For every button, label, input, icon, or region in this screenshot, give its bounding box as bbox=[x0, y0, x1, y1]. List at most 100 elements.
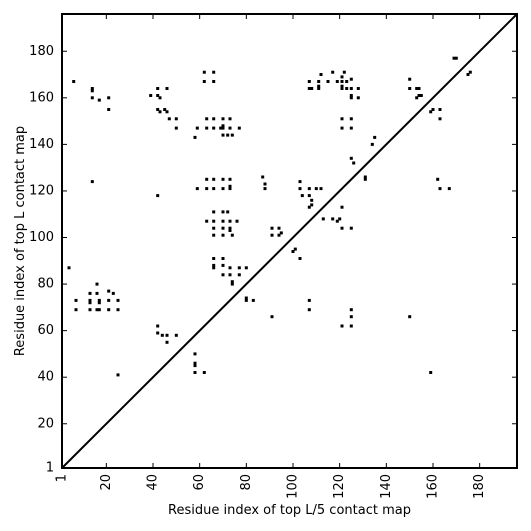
y-axis-title: Residue index of top L contact map bbox=[13, 126, 28, 356]
contact-point bbox=[95, 282, 99, 286]
contact-point bbox=[212, 263, 216, 267]
contact-point bbox=[107, 308, 111, 312]
contact-point bbox=[97, 298, 101, 302]
contact-point bbox=[212, 233, 216, 237]
contact-point bbox=[277, 233, 281, 237]
contact-point bbox=[270, 233, 274, 237]
contact-point bbox=[298, 187, 302, 191]
x-axis: 1 20 40 60 80 100 120 140 160 180 bbox=[55, 14, 487, 499]
contact-point bbox=[221, 177, 225, 181]
contact-point bbox=[156, 331, 160, 335]
contact-point bbox=[419, 94, 423, 97]
contact-point bbox=[165, 110, 169, 114]
contact-point bbox=[291, 250, 295, 253]
contact-point bbox=[195, 126, 199, 130]
contact-point bbox=[212, 266, 216, 270]
contact-point bbox=[319, 187, 323, 191]
contact-point bbox=[165, 87, 169, 90]
contact-point bbox=[468, 70, 472, 74]
contact-point bbox=[277, 226, 281, 230]
contact-point bbox=[193, 371, 197, 374]
contact-point bbox=[363, 175, 367, 179]
y-tick-label: 160 bbox=[29, 90, 54, 105]
contact-point bbox=[221, 133, 225, 137]
contact-point bbox=[212, 177, 216, 181]
contact-point bbox=[298, 180, 302, 184]
y-tick-label: 20 bbox=[37, 416, 54, 431]
contact-point bbox=[174, 126, 178, 130]
contact-point bbox=[270, 315, 274, 319]
contact-point bbox=[107, 298, 111, 302]
y-tick-label: 60 bbox=[37, 323, 54, 338]
contact-point bbox=[165, 333, 169, 337]
contact-point bbox=[251, 298, 255, 302]
contact-point bbox=[263, 187, 267, 191]
contact-point bbox=[221, 210, 225, 214]
contact-point bbox=[212, 126, 216, 130]
contact-point bbox=[193, 135, 197, 139]
contact-point bbox=[228, 187, 232, 191]
contact-point bbox=[244, 298, 248, 302]
contact-point bbox=[340, 126, 344, 130]
contact-point bbox=[436, 177, 440, 181]
contact-point bbox=[373, 135, 377, 139]
contact-point bbox=[317, 87, 321, 90]
contact-point bbox=[349, 226, 353, 230]
contact-point bbox=[156, 194, 160, 198]
contact-point bbox=[228, 219, 232, 223]
contact-point bbox=[340, 205, 344, 209]
contact-point bbox=[307, 80, 311, 83]
contact-point bbox=[349, 87, 353, 90]
contact-point bbox=[349, 315, 353, 319]
x-tick-label: 1 bbox=[55, 474, 70, 482]
contact-point bbox=[340, 87, 344, 90]
contact-point bbox=[417, 94, 421, 97]
contact-point bbox=[417, 87, 421, 90]
contact-point bbox=[167, 117, 171, 121]
contact-point bbox=[219, 126, 223, 130]
contact-point bbox=[230, 133, 234, 137]
contact-point bbox=[202, 80, 206, 83]
contact-point bbox=[452, 56, 456, 60]
contact-point bbox=[158, 110, 162, 114]
contact-point bbox=[317, 80, 321, 83]
contact-point bbox=[307, 187, 311, 191]
contact-point bbox=[298, 257, 302, 260]
contact-point bbox=[156, 324, 160, 328]
contact-point bbox=[228, 177, 232, 181]
contact-point bbox=[221, 257, 225, 260]
y-tick-label: 120 bbox=[29, 183, 54, 198]
x-tick-label: 180 bbox=[472, 474, 487, 499]
contact-point bbox=[349, 96, 353, 100]
contact-point bbox=[228, 229, 232, 232]
contact-point bbox=[310, 198, 314, 202]
contact-point bbox=[415, 87, 419, 90]
contact-point bbox=[116, 373, 120, 377]
contact-point bbox=[221, 117, 225, 121]
x-tick-label: 160 bbox=[426, 474, 441, 499]
contact-point bbox=[88, 291, 92, 295]
x-tick-label: 60 bbox=[192, 474, 207, 491]
contact-point bbox=[310, 87, 314, 90]
contact-point bbox=[279, 231, 283, 235]
contact-point bbox=[408, 77, 412, 81]
contact-point bbox=[270, 226, 274, 230]
contact-point bbox=[205, 219, 209, 223]
plot-frame bbox=[61, 13, 518, 469]
contact-point bbox=[352, 161, 356, 165]
contact-point bbox=[158, 96, 162, 100]
contact-point bbox=[221, 263, 225, 267]
contact-point bbox=[88, 301, 92, 305]
contact-point bbox=[212, 70, 216, 74]
contact-point bbox=[349, 156, 353, 160]
contact-point bbox=[163, 108, 167, 111]
contact-point bbox=[349, 117, 353, 121]
contact-point bbox=[88, 298, 92, 302]
contact-point bbox=[237, 126, 241, 130]
contact-point bbox=[221, 273, 225, 277]
x-axis-title: Residue index of top L/5 contact map bbox=[168, 503, 411, 518]
contact-point bbox=[326, 80, 330, 83]
contact-point bbox=[338, 217, 342, 221]
contact-point bbox=[97, 301, 101, 305]
